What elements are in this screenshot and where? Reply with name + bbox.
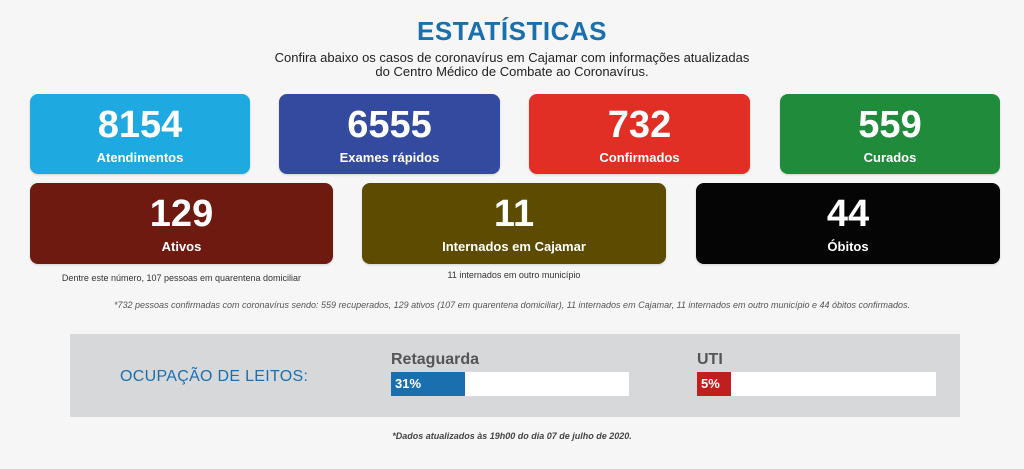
card-value: 44 — [826, 193, 870, 235]
card-value: 732 — [607, 104, 672, 146]
card-value: 6555 — [347, 104, 432, 146]
retaguarda-percent: 31% — [395, 376, 422, 391]
card-value: 129 — [149, 193, 214, 235]
internados-note: 11 internados em outro município — [447, 270, 581, 280]
card-label: Ativos — [161, 239, 202, 254]
card-label: Atendimentos — [96, 150, 184, 165]
card-value: 559 — [858, 104, 922, 146]
retaguarda-label: Retaguarda — [391, 351, 480, 368]
subtitle-line-2: do Centro Médico de Combate ao Coronavír… — [375, 64, 649, 79]
card-curados: 559 Curados — [780, 94, 1000, 174]
card-label: Confirmados — [599, 150, 680, 165]
card-label: Óbitos — [827, 239, 869, 254]
bed-occupancy-panel: OCUPAÇÃO DE LEITOS: Retaguarda 31% UTI 5… — [70, 334, 960, 417]
card-exames-rapidos: 6555 Exames rápidos — [279, 94, 500, 174]
card-value: 11 — [493, 193, 535, 235]
card-label: Curados — [863, 150, 917, 165]
retaguarda-bar-track: 31% — [391, 372, 629, 396]
page-subtitle: Confira abaixo os casos de coronavírus e… — [0, 51, 1024, 79]
card-ativos: 129 Ativos — [30, 183, 333, 264]
update-timestamp: *Dados atualizados às 19h00 do dia 07 de… — [392, 431, 632, 441]
ativos-note: Dentre este número, 107 pessoas em quare… — [61, 273, 302, 283]
uti-percent: 5% — [701, 376, 720, 391]
card-internados-cajamar: 11 Internados em Cajamar — [362, 183, 666, 264]
uti-label: UTI — [697, 351, 723, 368]
summary-footnote: *732 pessoas confirmadas com coronavírus… — [113, 300, 911, 310]
card-label: Exames rápidos — [339, 150, 440, 165]
subtitle-line-1: Confira abaixo os casos de coronavírus e… — [274, 50, 750, 65]
retaguarda-bar-fill: 31% — [391, 372, 465, 396]
card-label: Internados em Cajamar — [442, 239, 586, 254]
uti-bar-fill: 5% — [697, 372, 731, 396]
card-value: 8154 — [97, 104, 183, 146]
occupancy-title: OCUPAÇÃO DE LEITOS: — [120, 368, 309, 385]
card-confirmados: 732 Confirmados — [529, 94, 750, 174]
page-title: ESTATÍSTICAS — [417, 16, 607, 46]
card-obitos: 44 Óbitos — [696, 183, 1000, 264]
card-atendimentos: 8154 Atendimentos — [30, 94, 250, 174]
uti-bar-track: 5% — [697, 372, 936, 396]
